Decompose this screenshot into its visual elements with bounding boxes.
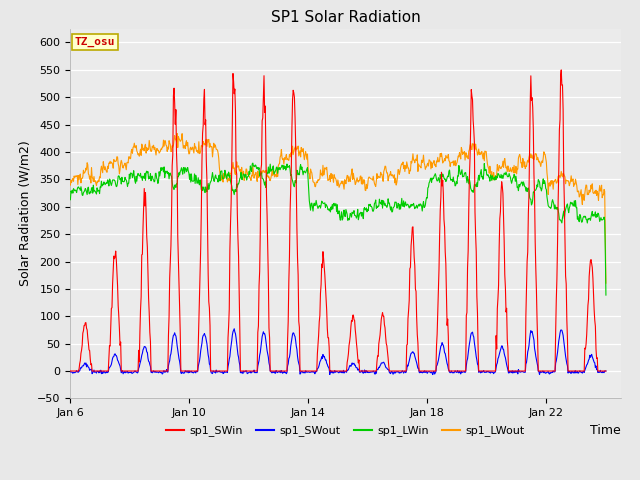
Y-axis label: Solar Radiation (W/m2): Solar Radiation (W/m2) <box>19 141 32 287</box>
Title: SP1 Solar Radiation: SP1 Solar Radiation <box>271 10 420 25</box>
Legend: sp1_SWin, sp1_SWout, sp1_LWin, sp1_LWout: sp1_SWin, sp1_SWout, sp1_LWin, sp1_LWout <box>162 421 529 441</box>
Text: Time: Time <box>590 424 621 437</box>
Text: TZ_osu: TZ_osu <box>75 36 115 47</box>
